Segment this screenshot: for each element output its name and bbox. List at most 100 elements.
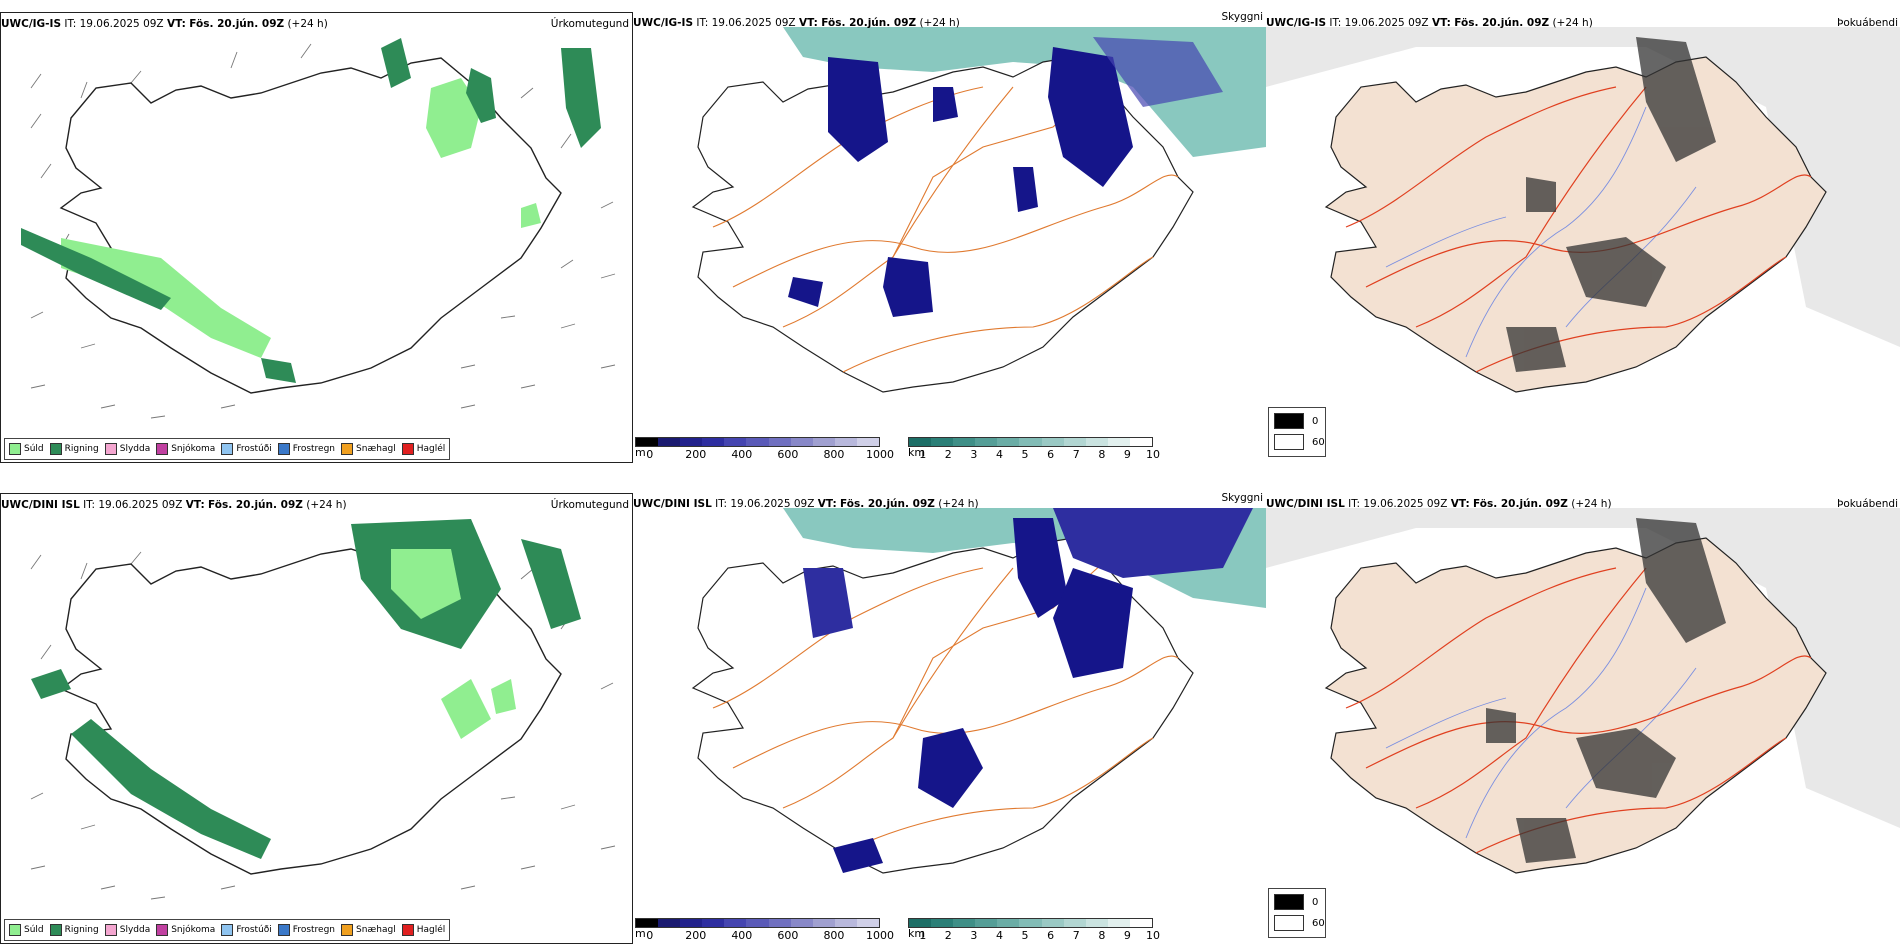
colorbar-segment [856,919,880,927]
colorbar-segment [658,919,681,927]
legend-item: Frostregn [277,443,335,455]
visibility-unit: km [908,446,926,459]
cloud-shapes [788,37,1223,317]
panel-title: Þokuábendi [1837,498,1898,510]
colorbar-segment [636,438,659,446]
colorbar-segment [997,438,1020,446]
colorbar-segment [812,438,835,446]
fog-legend-max: 60 [1312,917,1325,929]
model-name: UWC/IG-IS [633,17,694,29]
model-name: UWC/DINI ISL [1,499,80,511]
colorbar-segment [834,438,857,446]
colorbar-segment [1019,438,1042,446]
fog-shapes [1506,37,1716,372]
ceiling-unit: m [635,927,646,940]
colorbar-tick: 800 [823,929,845,942]
colorbar-tick: 10 [1146,929,1160,942]
vt-label: VT: [798,17,818,29]
lead-time: (+24 h) [1552,17,1593,29]
cloud-visibility-panel-top: UWC/IG-IS IT: 19.06.2025 09Z VT: Fös. 20… [633,12,1266,463]
model-name: UWC/DINI ISL [1266,498,1345,510]
cloud-shapes [803,508,1253,873]
lead-time: (+24 h) [938,498,979,510]
colorbar-tick: 400 [731,448,753,461]
fog-legend-max: 60 [1312,436,1325,448]
colorbar-tick: 7 [1072,929,1080,942]
legend-item: Frostúði [221,443,272,455]
it-label: IT: [1329,17,1342,29]
model-name: UWC/DINI ISL [633,498,712,510]
vt-value: Fös. 20.jún. 09Z [208,499,303,511]
it-label: IT: [696,17,709,29]
precip-type-map [30,519,616,900]
colorbar-segment [856,438,880,446]
colorbar-tick: 2 [944,448,952,461]
visibility-colorbar: 1 2 3 4 5 6 7 8 9 10 km [908,437,1160,461]
legend-item: Súld [9,924,44,936]
colorbar-segment [636,919,659,927]
panel-title: Þokuábendi [1837,17,1898,29]
panel-header: UWC/DINI ISL IT: 19.06.2025 09Z VT: Fös.… [1266,497,1900,512]
colorbar-segment [953,438,976,446]
colorbar-tick: 1 [919,929,927,942]
colorbar-tick: 3 [970,448,978,461]
vt-value: Fös. 20.jún. 09Z [189,18,285,30]
panel-header: UWC/IG-IS IT: 19.06.2025 09Z VT: Fös. 20… [633,12,1266,31]
colorbar-tick: 200 [685,929,707,942]
colorbar-tick: 600 [777,448,799,461]
colorbar-segment [1107,438,1130,446]
it-label: IT: [64,18,77,30]
it-label: IT: [1348,498,1361,510]
legend-item: Slydda [104,443,150,455]
it-label: IT: [83,499,96,511]
legend-item: Frostregn [277,924,335,936]
vt-label: VT: [1450,498,1470,510]
legend-item: Frostúði [221,924,272,936]
colorbar-segment [834,919,857,927]
ceiling-unit: m [635,446,646,459]
colorbar-segment [702,438,725,446]
panel-header: UWC/IG-IS IT: 19.06.2025 09Z VT: Fös. 20… [1266,16,1900,31]
fog-index-map [1266,508,1900,874]
fog-shapes [1486,518,1726,863]
colorbar-segment [790,438,813,446]
precip-panel-top: UWC/IG-IS IT: 19.06.2025 09Z VT: Fös. 20… [0,12,633,463]
colorbar-segment [931,919,954,927]
cloud-visibility-panel-bottom: UWC/DINI ISL IT: 19.06.2025 09Z VT: Fös.… [633,493,1266,944]
colorbar-segment [909,919,932,927]
colorbar-segment [702,919,725,927]
colorbar-segment [997,919,1020,927]
colorbar-tick: 7 [1072,448,1080,461]
precip-legend: Súld Rigning Slydda Snjókoma Frostúði Fr… [4,438,451,460]
colorbar-tick: 5 [1021,929,1029,942]
lead-time: (+24 h) [1571,498,1612,510]
colorbar-tick: 600 [777,929,799,942]
colorbar-segment [1107,919,1130,927]
model-name: UWC/IG-IS [1266,17,1327,29]
vt-label: VT: [185,499,205,511]
colorbar-segment [790,919,813,927]
colorbar-tick: 1 [919,448,927,461]
fog-index-map [1266,27,1900,393]
colorbar-segment [768,438,791,446]
colorbar-segment [975,919,998,927]
legend-item: Snæhagl [341,443,396,455]
panel-title: Úrkomutegund [550,499,629,511]
it-value: 19.06.2025 09Z [730,498,815,510]
fog-panel-bottom: UWC/DINI ISL IT: 19.06.2025 09Z VT: Fös.… [1266,493,1900,944]
colorbar-segment [1129,438,1153,446]
cloud-ceiling-map [691,508,1266,874]
colorbar-tick: 5 [1021,448,1029,461]
fog-legend-min: 0 [1312,415,1319,427]
iceland-coast [1324,537,1827,874]
colorbar-tick: 8 [1098,929,1106,942]
vt-label: VT: [817,498,837,510]
colorbar-segment [909,438,932,446]
precip-type-map [21,38,616,419]
vt-value: Fös. 20.jún. 09Z [821,17,917,29]
panel-title: Skyggni [1221,12,1264,23]
colorbar-segment [1041,438,1064,446]
vt-value: Fös. 20.jún. 09Z [1473,498,1568,510]
colorbar-tick: 6 [1047,929,1055,942]
iceland-coast [1324,56,1827,393]
